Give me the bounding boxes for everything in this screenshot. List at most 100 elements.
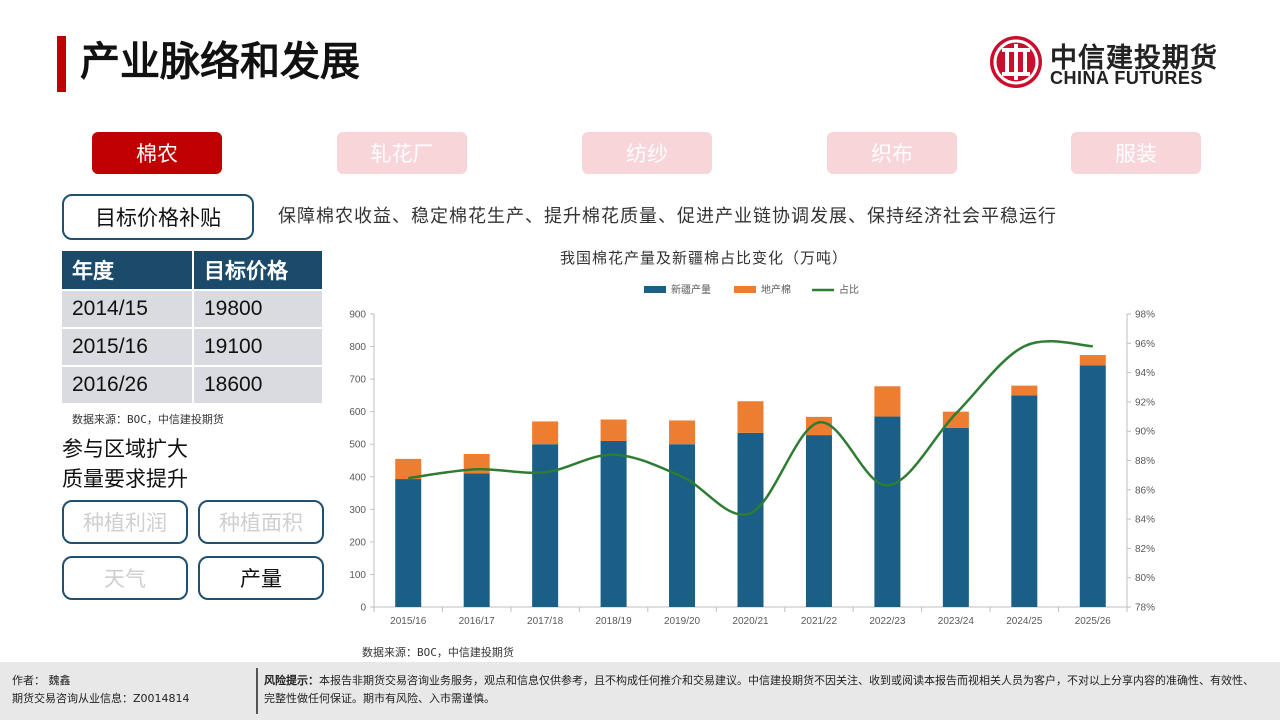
y-right-tick-label: 82%	[1135, 544, 1155, 555]
legend-label-share: 占比	[839, 283, 859, 296]
line-xinjiang-share	[408, 339, 1093, 516]
y-left-tick-label: 100	[349, 570, 366, 581]
footer-license: 期货交易咨询从业信息：Z0014814	[12, 692, 190, 705]
policy-points: 参与区域扩大 质量要求提升	[62, 434, 188, 494]
y-left-tick-label: 500	[349, 440, 366, 451]
factor-output-button[interactable]: 产量	[198, 556, 324, 600]
x-tick-label: 2019/20	[664, 616, 701, 627]
table-cell-year: 2015/16	[62, 327, 193, 366]
bar-mainland-cotton	[805, 416, 832, 436]
bar-xinjiang-output	[1079, 365, 1106, 607]
legend-label-mainland: 地产棉	[761, 283, 791, 296]
bar-xinjiang-output	[805, 435, 832, 607]
brand-logo: 中信建投期货 CHINA FUTURES	[988, 34, 1228, 94]
x-tick-label: 2022/23	[869, 616, 906, 627]
table-cell-year: 2014/15	[62, 289, 193, 328]
cotton-output-chart: 0 100 200 300 400 500 600 700 800 900 78% 80% 82% 84%…	[349, 283, 1155, 627]
y-right-tick-label: 98%	[1135, 310, 1155, 321]
y-right-tick-label: 86%	[1135, 485, 1155, 496]
bar-mainland-cotton	[600, 419, 627, 441]
y-left-tick-label: 400	[349, 472, 366, 483]
target-price-table: 年度 目标价格 2014/15 19800 2015/16 19100 2016…	[62, 251, 322, 403]
bar-xinjiang-output	[874, 416, 901, 607]
y-right-tick-label: 84%	[1135, 515, 1155, 526]
bar-mainland-cotton	[874, 386, 901, 417]
bar-mainland-cotton	[395, 458, 422, 480]
y-left-tick-label: 700	[349, 375, 366, 386]
table-cell-year: 2016/26	[62, 365, 193, 403]
tab-cotton-farmer[interactable]: 棉农	[92, 132, 222, 174]
y-right-tick-label: 96%	[1135, 339, 1155, 350]
bar-mainland-cotton	[1079, 355, 1106, 366]
tab-weaving[interactable]: 织布	[827, 132, 957, 174]
y-left-tick-label: 800	[349, 342, 366, 353]
y-right-tick-label: 78%	[1135, 603, 1155, 614]
table-cell-price: 18600	[192, 365, 322, 403]
citic-logo-icon	[990, 36, 1042, 88]
factor-weather-button[interactable]: 天气	[62, 556, 188, 600]
x-tick-label: 2017/18	[527, 616, 564, 627]
bar-xinjiang-output	[942, 427, 969, 607]
bar-xinjiang-output	[669, 444, 696, 607]
factor-planting-profit-button[interactable]: 种植利润	[62, 500, 188, 544]
bar-mainland-cotton	[737, 401, 764, 433]
table-source-note: 数据来源：BOC，中信建投期货	[72, 413, 224, 426]
legend-swatch-xinjiang	[644, 286, 666, 293]
y-left-tick-label: 600	[349, 407, 366, 418]
point-quality-require: 质量要求提升	[62, 467, 188, 491]
legend-swatch-mainland	[734, 286, 756, 293]
bar-mainland-cotton	[532, 421, 559, 445]
table-row: 2015/16 19100	[62, 327, 322, 366]
bar-xinjiang-output	[737, 432, 764, 607]
point-region-expand: 参与区域扩大	[62, 437, 188, 461]
x-tick-label: 2020/21	[732, 616, 769, 627]
bar-xinjiang-output	[532, 444, 559, 607]
y-left-tick-label: 300	[349, 505, 366, 516]
policy-goal-text: 保障棉农收益、稳定棉花生产、提升棉花质量、促进产业链协调发展、保持经济社会平稳运…	[278, 206, 1057, 227]
y-right-tick-label: 90%	[1135, 427, 1155, 438]
target-price-subsidy-button[interactable]: 目标价格补贴	[62, 194, 254, 240]
page-title: 产业脉络和发展	[80, 39, 360, 85]
footer-divider	[256, 668, 258, 714]
risk-text: 本报告非期货交易咨询业务服务，观点和信息仅供参考，且不构成任何推介和交易建议。中…	[264, 674, 1254, 705]
table-row: 2016/26 18600	[62, 365, 322, 403]
footer-bar	[0, 662, 1280, 720]
tab-ginnery[interactable]: 轧花厂	[337, 132, 467, 174]
x-tick-label: 2024/25	[1006, 616, 1043, 627]
bar-xinjiang-output	[395, 479, 422, 607]
logo-cn-text: 中信建投期货	[1050, 43, 1218, 74]
y-right-tick-label: 94%	[1135, 368, 1155, 379]
y-right-tick-label: 80%	[1135, 573, 1155, 584]
bar-mainland-cotton	[669, 420, 696, 445]
chart-title: 我国棉花产量及新疆棉占比变化（万吨）	[560, 249, 849, 267]
x-tick-label: 2025/26	[1075, 616, 1112, 627]
tab-apparel[interactable]: 服装	[1071, 132, 1201, 174]
y-left-tick-label: 900	[349, 310, 366, 321]
x-tick-label: 2021/22	[801, 616, 838, 627]
table-row: 2014/15 19800	[62, 289, 322, 328]
x-tick-label: 2023/24	[938, 616, 975, 627]
table-cell-price: 19800	[192, 289, 322, 328]
chart-source-note: 数据来源：BOC，中信建投期货	[362, 646, 514, 659]
bar-mainland-cotton	[1011, 385, 1038, 396]
bar-xinjiang-output	[463, 473, 490, 607]
table-header-price: 目标价格	[192, 251, 322, 290]
y-left-tick-label: 0	[360, 603, 366, 614]
table-header-row: 年度 目标价格	[62, 251, 322, 290]
x-tick-label: 2015/16	[390, 616, 427, 627]
bar-xinjiang-output	[600, 440, 627, 607]
y-right-tick-label: 88%	[1135, 456, 1155, 467]
x-tick-label: 2018/19	[596, 616, 633, 627]
risk-label: 风险提示：	[264, 674, 319, 687]
footer-author: 作者： 魏鑫	[12, 674, 71, 687]
factor-planting-area-button[interactable]: 种植面积	[198, 500, 324, 544]
bar-xinjiang-output	[1011, 395, 1038, 607]
tab-spinning[interactable]: 纺纱	[582, 132, 712, 174]
table-header-year: 年度	[62, 251, 193, 290]
y-right-tick-label: 92%	[1135, 397, 1155, 408]
footer-risk-notice: 风险提示：本报告非期货交易咨询业务服务，观点和信息仅供参考，且不构成任何推介和交…	[264, 672, 1254, 708]
legend-label-xinjiang: 新疆产量	[671, 283, 711, 296]
logo-en-text: CHINA FUTURES	[1050, 68, 1203, 88]
x-tick-label: 2016/17	[459, 616, 496, 627]
table-cell-price: 19100	[192, 327, 322, 366]
